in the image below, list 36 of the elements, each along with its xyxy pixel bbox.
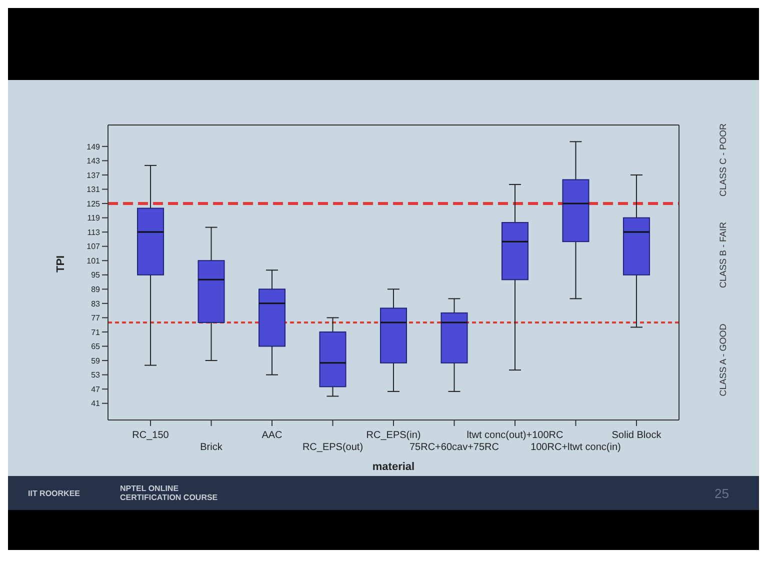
text: CLASS B - FAIR — [718, 222, 728, 288]
x-axis-title: material — [372, 461, 415, 473]
y-tick-label: 131 — [86, 185, 101, 194]
y-tick-label: 59 — [91, 356, 101, 366]
y-tick-label: 149 — [86, 142, 101, 152]
y-tick-label: 53 — [91, 370, 101, 380]
y-tick-label: 125 — [86, 199, 101, 208]
y-tick-label: 119 — [87, 214, 101, 223]
y-tick-label: 77 — [91, 314, 101, 323]
text: 25 — [714, 486, 729, 500]
y-tick-label: 95 — [91, 270, 101, 280]
x-tick-label: 100RC+ltwt conc(in) — [530, 442, 621, 453]
x-tick-label: RC_EPS(out) — [302, 442, 364, 453]
x-tick-label: Brick — [200, 442, 224, 453]
text: IIT ROORKEE — [28, 488, 80, 498]
y-tick-label: 71 — [91, 328, 101, 337]
text: CLASS C - POOR — [718, 123, 728, 197]
text: NPTEL ONLINE CERTIFICATION COURSE — [120, 484, 219, 502]
y-tick-label: 89 — [91, 284, 101, 294]
x-tick-label: AAC — [262, 430, 282, 441]
y-tick-label: 65 — [91, 342, 101, 352]
y-tick-label: 137 — [86, 170, 101, 180]
x-tick-label: Solid Block — [612, 430, 662, 441]
y-tick-label: 101 — [86, 256, 101, 266]
y-axis-title: TPI — [54, 255, 67, 272]
y-tick-label: 41 — [91, 399, 101, 408]
y-tick-label: 113 — [87, 228, 101, 237]
x-tick-label: ltwt conc(out)+100RC — [466, 430, 564, 441]
y-tick-label: 107 — [86, 242, 101, 252]
y-tick-label: 47 — [91, 384, 101, 394]
x-tick-label: RC_150 — [132, 430, 170, 441]
y-tick-label: 143 — [86, 156, 101, 166]
x-tick-label: 75RC+60cav+75RC — [409, 442, 499, 453]
text: CLASS A - GOOD — [718, 324, 728, 396]
x-tick-label: RC_EPS(in) — [366, 430, 421, 441]
y-tick-label: 83 — [91, 299, 101, 308]
